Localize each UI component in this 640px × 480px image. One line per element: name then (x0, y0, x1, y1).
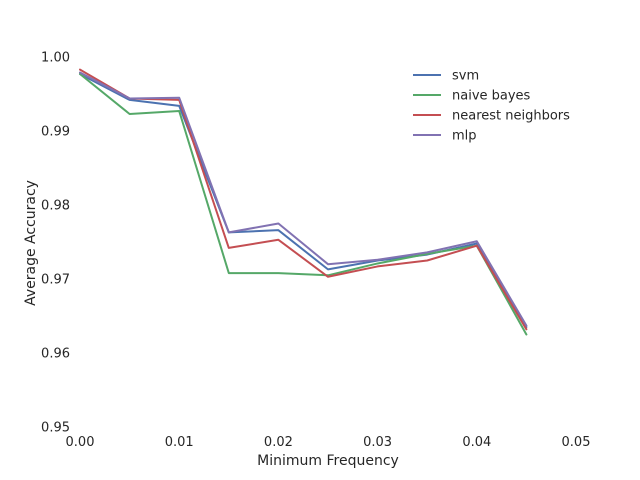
series-lines (79, 68, 528, 336)
x-tick-label: 0.03 (363, 435, 392, 450)
x-tick-label: 0.05 (562, 435, 591, 450)
x-tick-label: 0.02 (264, 435, 293, 450)
y-tick-label: 0.96 (41, 347, 70, 362)
x-tick-label: 0.00 (66, 435, 95, 450)
x-tick-label: 0.04 (462, 435, 491, 450)
legend-item: mlp (413, 129, 477, 144)
legend: svm naive bayes nearest neighbors mlp (413, 69, 570, 144)
legend-item: naive bayes (413, 89, 531, 104)
legend-label: svm (452, 69, 479, 84)
legend-label: nearest neighbors (452, 109, 570, 124)
series-line-nearest-neighbors (79, 68, 528, 331)
y-tick-label: 0.95 (41, 421, 70, 436)
y-tick-label: 0.98 (41, 199, 70, 214)
y-tick-label: 0.99 (41, 125, 70, 140)
y-tick-label: 1.00 (41, 51, 70, 66)
legend-item: svm (413, 69, 479, 84)
x-axis-label: Minimum Frequency (257, 453, 399, 469)
series-line-naive-bayes (79, 73, 528, 336)
y-tick-label: 0.97 (41, 273, 70, 288)
legend-label: naive bayes (452, 89, 531, 104)
series-line-mlp (79, 71, 528, 327)
x-tick-label: 0.01 (165, 435, 194, 450)
legend-item: nearest neighbors (413, 109, 570, 124)
y-axis: 0.95 0.96 0.97 0.98 0.99 1.00 (41, 51, 70, 436)
x-axis: 0.00 0.01 0.02 0.03 0.04 0.05 (66, 435, 591, 450)
legend-label: mlp (452, 129, 477, 144)
y-axis-label: Average Accuracy (23, 180, 39, 306)
